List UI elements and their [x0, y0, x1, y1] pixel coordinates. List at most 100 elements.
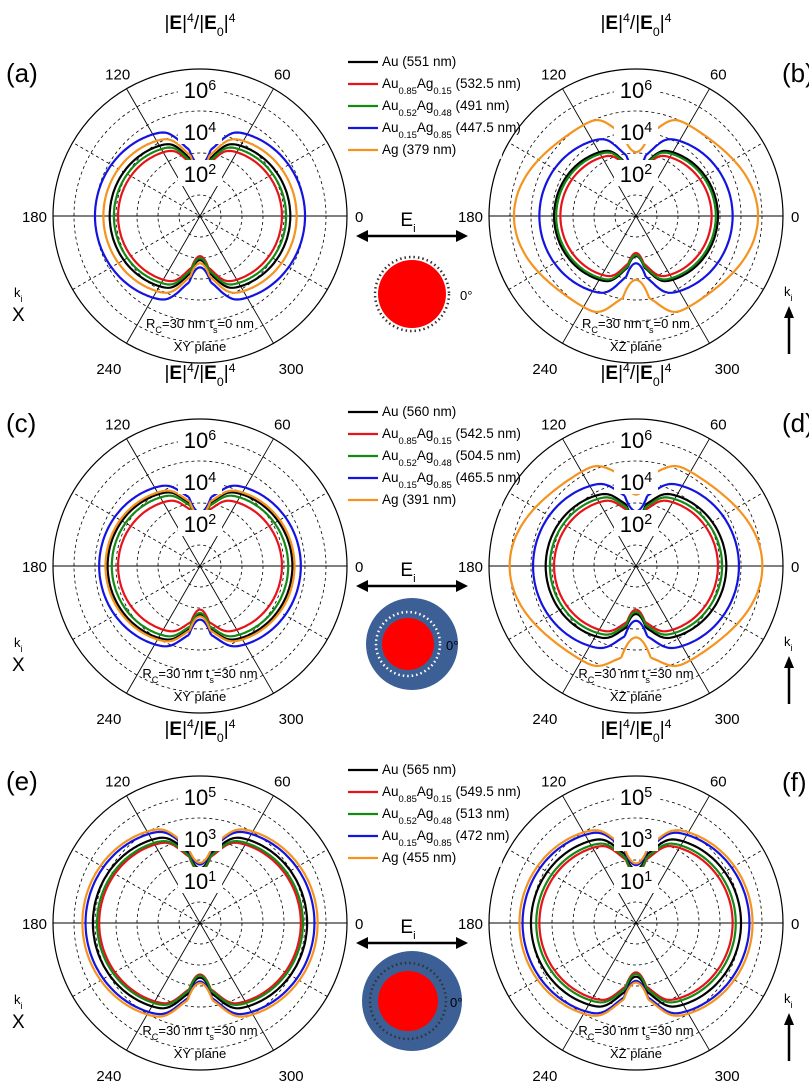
legend-entry: Au (560 nm) [382, 404, 456, 419]
angle-tick-label: 240 [96, 1068, 121, 1082]
legend-bg [342, 491, 502, 509]
legend-bg [342, 141, 502, 159]
radial-label: 106 [184, 78, 216, 103]
plane-label: XY plane [174, 689, 227, 704]
legend-bg [342, 75, 502, 93]
series-curve [544, 492, 728, 640]
legend-bg [342, 849, 502, 867]
panel-label: (c) [6, 408, 36, 438]
radial-label: 105 [620, 785, 652, 810]
angle-tick-label: 60 [274, 417, 291, 434]
particle-boundary [368, 961, 448, 1041]
series-curve [84, 830, 316, 1016]
series-curve [112, 146, 288, 286]
series-curve [108, 143, 292, 289]
plane-label: XZ plane [610, 1046, 662, 1061]
radial-label-bg [178, 510, 222, 536]
k-label: ki [14, 992, 23, 1011]
series-curve [110, 494, 290, 638]
angle-tick-label: 60 [274, 67, 291, 84]
angle-tick-label: 0 [355, 559, 363, 576]
angle-zero-label: 0° [450, 995, 462, 1010]
series-curve [104, 489, 296, 643]
legend-bg [342, 403, 502, 421]
legend-bg [342, 827, 502, 845]
plane-label: XZ plane [610, 689, 662, 704]
series-curve [518, 829, 754, 1017]
panel-b: 120 60 180 0 240 300 106 104 102 |E|4/|E0|4 (b) RC=… [458, 11, 809, 378]
angle-tick-label: 180 [458, 209, 483, 226]
legend-bg [342, 783, 502, 801]
radial-label: 102 [620, 512, 652, 537]
radial-label-bg [614, 468, 658, 494]
k-label: ki [784, 284, 793, 303]
legend-bg [342, 119, 502, 137]
angle-tick-label: 300 [715, 711, 740, 728]
angle-tick-label: 180 [458, 559, 483, 576]
polar-spoke-minor [72, 142, 328, 290]
radial-label-bg [178, 160, 222, 186]
angle-tick-label: 120 [105, 417, 130, 434]
angle-tick-label: 0 [791, 916, 799, 933]
angle-tick-label: 180 [22, 209, 47, 226]
panel-d: 120 60 180 0 240 300 106 104 102 |E|4/|E0|4 (d) RC=… [458, 361, 809, 728]
radial-label-bg [178, 468, 222, 494]
radial-label: 104 [620, 120, 652, 145]
radial-label: 102 [184, 162, 216, 187]
polar-spoke-minor [508, 492, 764, 640]
series-curve [81, 828, 319, 1018]
radial-label: 106 [620, 428, 652, 453]
series-curve [548, 496, 724, 636]
particle-boundary [373, 255, 451, 333]
e-field-label: Ei [400, 917, 415, 942]
radial-label-bg [178, 426, 222, 452]
arrow-head [356, 580, 368, 592]
radial-label: 106 [620, 78, 652, 103]
k-label: ki [14, 635, 23, 654]
angle-tick-label: 300 [715, 361, 740, 378]
legend-entry: Au (565 nm) [382, 762, 456, 777]
angle-tick-label: 180 [22, 916, 47, 933]
angle-tick-label: 120 [541, 774, 566, 791]
legend-bg [342, 469, 502, 487]
legend-entry: Au0.15Ag0.85 (447.5 nm) [382, 120, 521, 141]
arrow-head [784, 1013, 794, 1025]
legend-entry: Ag (455 nm) [382, 850, 456, 865]
radial-label-bg [178, 825, 222, 851]
angle-tick-label: 300 [279, 711, 304, 728]
parameter-note: RC=30 nm ts=30 nm [578, 1023, 693, 1042]
radial-label: 103 [620, 827, 652, 852]
series-curve [529, 838, 743, 1008]
angle-tick-label: 60 [710, 774, 727, 791]
angle-tick-label: 120 [105, 67, 130, 84]
radial-label-bg [178, 76, 222, 102]
angle-tick-label: 180 [458, 916, 483, 933]
core-particle [382, 618, 434, 670]
arrow-head [356, 937, 368, 949]
angle-tick-label: 0 [791, 559, 799, 576]
angle-zero-label: 0° [446, 638, 458, 653]
series-curve [532, 482, 740, 650]
legend-entry: Au0.85Ag0.15 (532.5 nm) [382, 76, 521, 97]
radial-label-bg [614, 510, 658, 536]
panel-title: |E|4/|E0|4 [164, 361, 235, 389]
k-label: ki [14, 285, 23, 304]
panel-label: (f) [782, 767, 807, 797]
plane-label: XY plane [174, 1046, 227, 1061]
radial-label-bg [614, 76, 658, 102]
series-curve [106, 491, 294, 641]
radial-label: 102 [620, 162, 652, 187]
radial-label-bg [614, 160, 658, 186]
series-curve [559, 154, 713, 278]
plane-label: XZ plane [610, 339, 662, 354]
radial-label: 106 [184, 428, 216, 453]
parameter-note: RC=30 nm ts=30 nm [142, 1023, 257, 1042]
legend-bg [342, 761, 502, 779]
angle-tick-label: 120 [105, 774, 130, 791]
radial-label: 104 [184, 470, 216, 495]
core-particle [378, 971, 438, 1031]
arrow-head [456, 937, 468, 949]
k-into-page-symbol: X [12, 305, 25, 326]
angle-tick-label: 300 [279, 1068, 304, 1082]
k-into-page-symbol: X [12, 655, 25, 676]
